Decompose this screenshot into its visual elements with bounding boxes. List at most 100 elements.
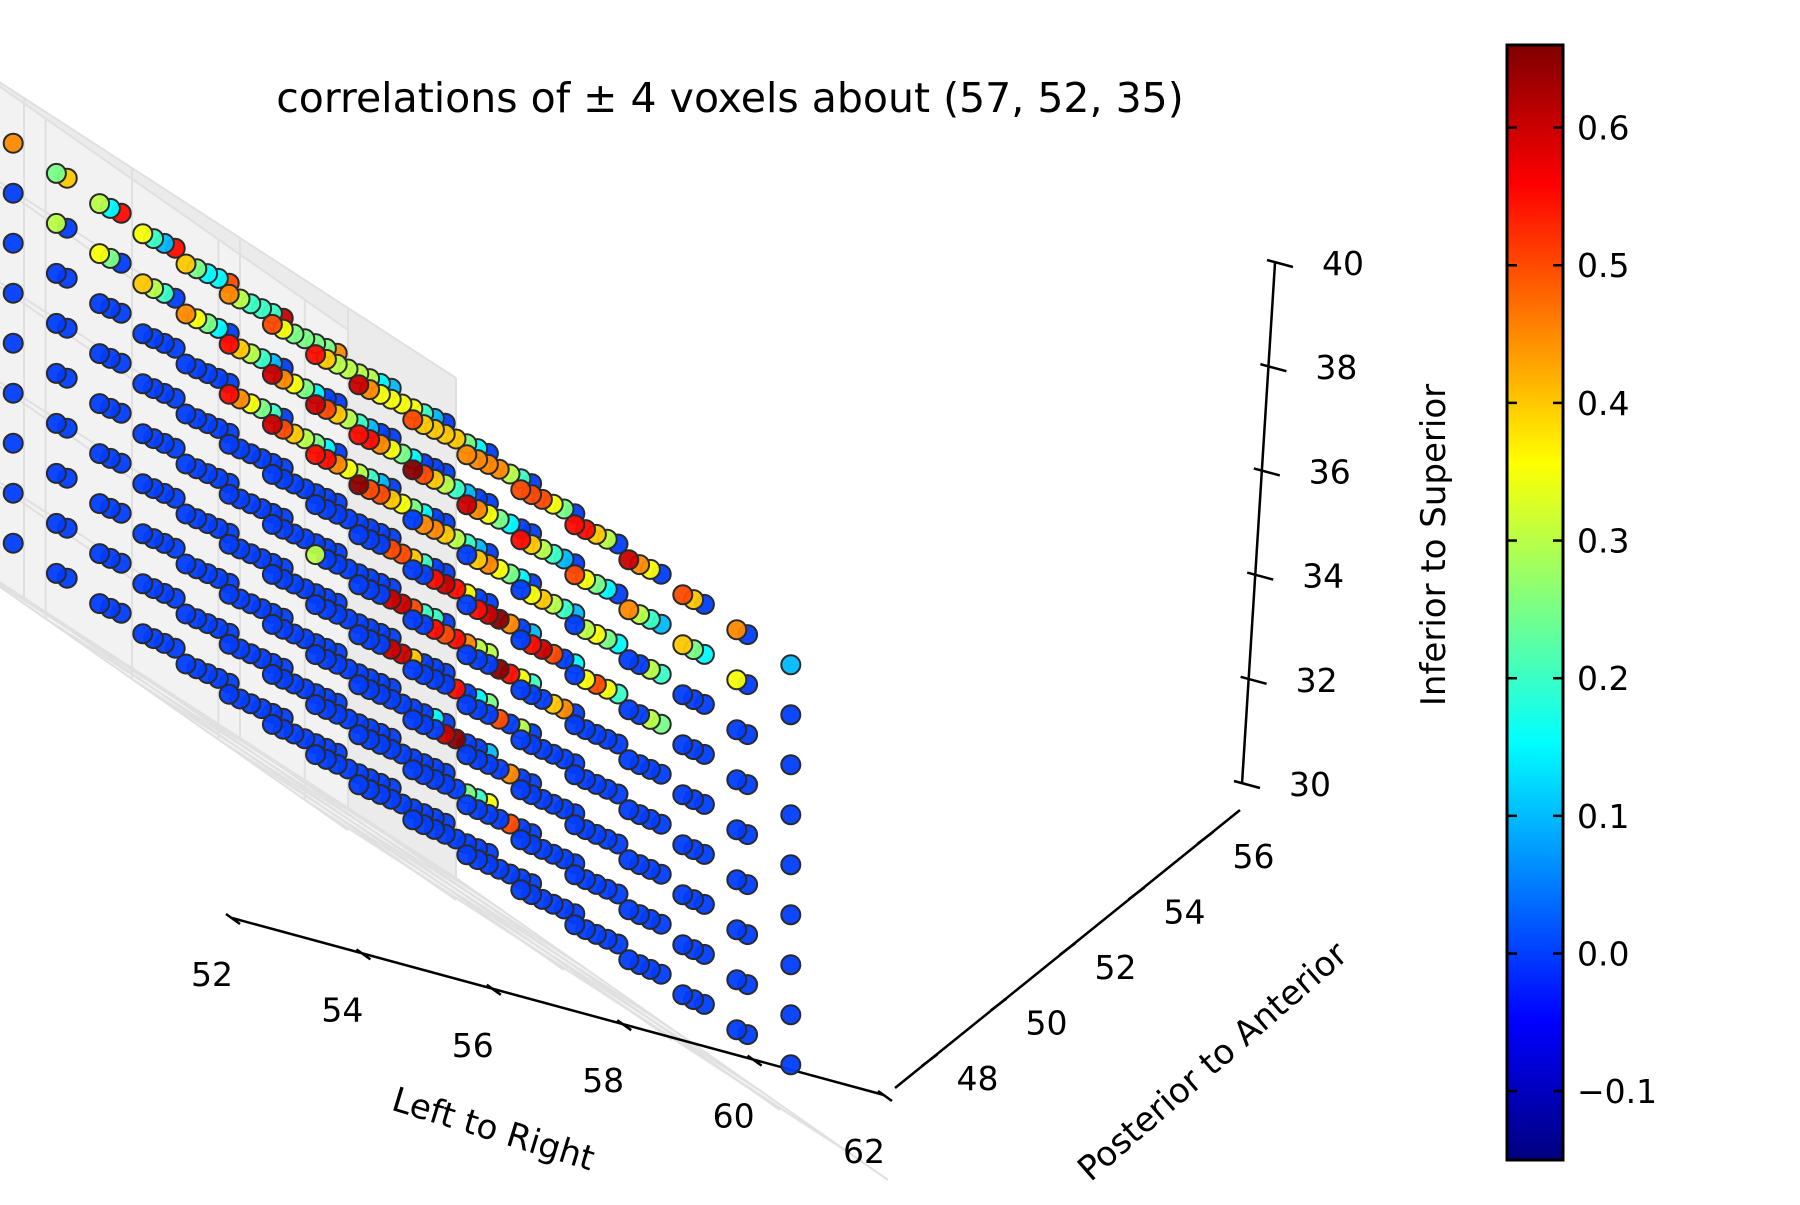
data-point (456, 444, 478, 466)
data-point (564, 664, 586, 686)
data-point (261, 613, 283, 635)
colorbar-tick-label: 0.2 (1577, 659, 1629, 698)
data-point (618, 699, 640, 721)
data-point (510, 479, 532, 501)
y-tick (920, 1053, 939, 1068)
data-point (564, 614, 586, 636)
data-point (45, 312, 67, 334)
data-point (45, 562, 67, 584)
data-point (218, 583, 240, 605)
data-point (402, 459, 424, 481)
data-point (618, 599, 640, 621)
data-points (2, 132, 802, 1076)
data-point (132, 523, 154, 545)
data-point (672, 584, 694, 606)
data-point (305, 444, 327, 466)
y-tick (989, 997, 1008, 1012)
x-tick (877, 1089, 893, 1103)
x-tick (616, 1019, 632, 1032)
z-tick-label: 32 (1296, 661, 1338, 700)
data-point (305, 344, 327, 366)
data-point (510, 629, 532, 651)
colorbar-tick-label: −0.1 (1577, 1072, 1657, 1111)
y-tick (1127, 886, 1146, 901)
axis-lines (225, 258, 1294, 1103)
grid-line (0, 581, 457, 879)
data-point (305, 394, 327, 416)
data-point (305, 494, 327, 516)
z-tick (1233, 779, 1261, 790)
data-point (2, 432, 24, 454)
x-tick (486, 983, 502, 996)
data-point (780, 1054, 802, 1076)
data-point (132, 323, 154, 345)
data-point (261, 513, 283, 535)
data-point (218, 683, 240, 705)
data-point (2, 132, 24, 154)
data-point (218, 283, 240, 305)
x-axis-label: Left to Right (387, 1080, 599, 1179)
data-point (2, 482, 24, 504)
data-point (402, 659, 424, 681)
data-point (456, 494, 478, 516)
data-point (45, 212, 67, 234)
data-point (672, 734, 694, 756)
data-point (672, 934, 694, 956)
data-point (89, 493, 111, 515)
data-point (175, 553, 197, 575)
data-point (89, 543, 111, 565)
data-point (2, 532, 24, 554)
data-point (45, 512, 67, 534)
data-point (218, 333, 240, 355)
data-point (218, 433, 240, 455)
data-point (348, 574, 370, 596)
data-point (402, 559, 424, 581)
data-point (456, 794, 478, 816)
data-point (132, 273, 154, 295)
data-point (175, 353, 197, 375)
data-point (175, 503, 197, 525)
z-tick-label: 38 (1315, 348, 1357, 387)
grid-line (45, 617, 587, 970)
data-point (348, 474, 370, 496)
data-point (2, 332, 24, 354)
y-tick-label: 52 (1095, 948, 1137, 987)
data-point (261, 663, 283, 685)
axis-panes (0, 82, 888, 1180)
data-point (564, 814, 586, 836)
data-point (780, 754, 802, 776)
z-tick (1246, 571, 1274, 581)
data-point (672, 884, 694, 906)
data-point (305, 744, 327, 766)
data-point (402, 509, 424, 531)
data-point (402, 759, 424, 781)
data-point (261, 313, 283, 335)
data-point (618, 899, 640, 921)
data-point (348, 624, 370, 646)
data-point (726, 669, 748, 691)
data-point (564, 564, 586, 586)
data-point (305, 544, 327, 566)
data-point (618, 849, 640, 871)
data-point (132, 473, 154, 495)
data-point (132, 573, 154, 595)
data-point (348, 774, 370, 796)
data-point (305, 594, 327, 616)
data-point (45, 462, 67, 484)
data-point (672, 634, 694, 656)
grid-line (131, 678, 673, 1030)
data-point (132, 623, 154, 645)
data-point (564, 864, 586, 886)
data-point (175, 453, 197, 475)
data-point (510, 579, 532, 601)
y-tick-label: 54 (1164, 892, 1206, 931)
data-point (261, 563, 283, 585)
data-point (726, 769, 748, 791)
data-point (510, 829, 532, 851)
data-point (726, 619, 748, 641)
data-point (456, 694, 478, 716)
z-tick (1253, 467, 1281, 477)
data-point (89, 243, 111, 265)
grid-line (0, 585, 349, 831)
